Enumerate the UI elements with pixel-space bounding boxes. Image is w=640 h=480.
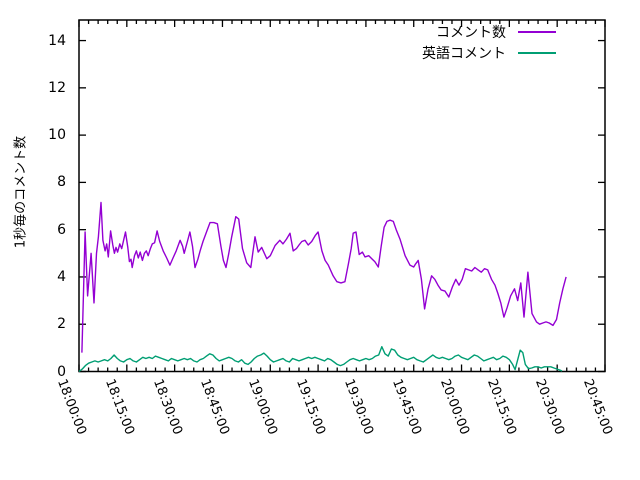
y-axis-title: 1秒毎のコメント数 (13, 135, 29, 249)
legend: コメント数 英語コメント (422, 21, 556, 63)
y-tick-label: 2 (57, 316, 66, 333)
legend-item-english-comments: 英語コメント (422, 42, 556, 63)
y-tick-label: 12 (48, 79, 66, 96)
legend-item-comment-count: コメント数 (422, 21, 556, 42)
y-tick-label: 4 (57, 268, 66, 285)
legend-line-sample-comment-count (518, 30, 556, 33)
legend-label-english-comments: 英語コメント (422, 45, 506, 62)
y-tick-label: 0 (57, 363, 66, 380)
plot-border (78, 19, 606, 373)
legend-label-comment-count: コメント数 (436, 24, 506, 41)
y-tick-label: 14 (48, 32, 66, 49)
legend-line-sample-english-comments (518, 51, 556, 54)
y-tick-label: 10 (48, 127, 66, 144)
series-line-english-comments (78, 346, 563, 373)
series-line-comment-count (81, 201, 567, 353)
y-tick-label: 6 (57, 221, 66, 238)
y-tick-label: 8 (57, 174, 66, 191)
